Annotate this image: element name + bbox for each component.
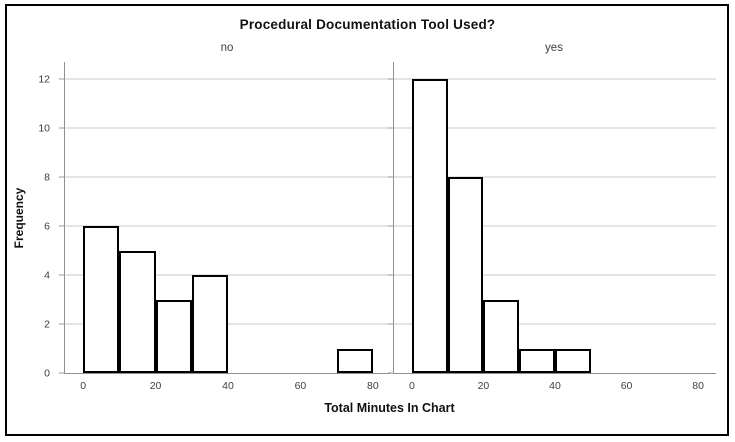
panel-label-yes: yes: [545, 42, 563, 54]
gridline: [394, 323, 716, 325]
x-tick-label: 40: [549, 380, 561, 392]
y-axis-tick: [59, 372, 65, 374]
y-axis-tick: [59, 127, 65, 129]
histogram-bar: [555, 348, 591, 373]
histogram-panel-yes: 0 20 40 60 80: [388, 62, 716, 392]
y-axis-tick: [388, 323, 394, 325]
y-tick-label: 2: [44, 317, 50, 330]
y-axis-tick: [59, 176, 65, 178]
x-tick-label: 0: [80, 380, 87, 392]
gridline: [65, 127, 391, 129]
y-axis-tick: [388, 127, 394, 129]
y-tick-label: 4: [44, 268, 50, 281]
histogram-bar: [411, 79, 448, 373]
gridline: [394, 225, 716, 227]
x-tick-label: 0: [408, 380, 415, 392]
y-axis-tick: [59, 225, 65, 227]
x-axis-title: Total Minutes In Chart: [324, 401, 455, 415]
y-axis-tick: [59, 323, 65, 325]
y-tick-label: 8: [44, 170, 50, 183]
y-axis-tick: [388, 372, 394, 374]
histogram-bar: [336, 348, 373, 373]
y-axis-tick: [388, 274, 394, 276]
panel-label-no: no: [220, 42, 234, 54]
x-tick-label: 60: [294, 380, 307, 392]
histogram-bar: [155, 299, 192, 373]
gridline: [65, 176, 391, 178]
gridline: [65, 78, 391, 80]
x-tick-label: 40: [222, 380, 234, 392]
y-axis-tick: [388, 78, 394, 80]
histogram-bar: [191, 275, 228, 373]
x-tick-label: 20: [149, 380, 162, 392]
x-tick-label: 20: [477, 380, 490, 392]
histogram-bar: [483, 299, 520, 373]
y-axis-tick: [388, 225, 394, 227]
y-tick-label: 0: [44, 366, 50, 379]
histogram-bar: [83, 226, 120, 373]
x-tick-label: 80: [692, 380, 704, 392]
gridline: [394, 176, 716, 178]
y-tick-label: 6: [44, 219, 50, 232]
y-axis-tick: [59, 78, 65, 80]
y-tick-label: 12: [38, 72, 50, 85]
y-tick-label: 10: [38, 121, 50, 134]
histogram-panel-no: 0 20 40 60 80: [59, 62, 391, 392]
gridline: [65, 323, 391, 325]
gridline: [394, 78, 716, 80]
histogram-bar: [447, 177, 484, 373]
x-tick-label: 60: [620, 380, 633, 392]
gridline: [65, 225, 391, 227]
y-axis-tick: [59, 274, 65, 276]
gridline: [394, 274, 716, 276]
x-tick-label: 80: [367, 380, 379, 392]
chart-title: Procedural Documentation Tool Used?: [239, 17, 496, 32]
histogram-bar: [119, 250, 156, 373]
gridline: [65, 274, 391, 276]
y-axis-tick: [388, 176, 394, 178]
gridline: [394, 127, 716, 129]
y-axis-tick-labels: 0 2 4 6 8 10 12: [24, 62, 58, 378]
histogram-bar: [519, 348, 555, 373]
